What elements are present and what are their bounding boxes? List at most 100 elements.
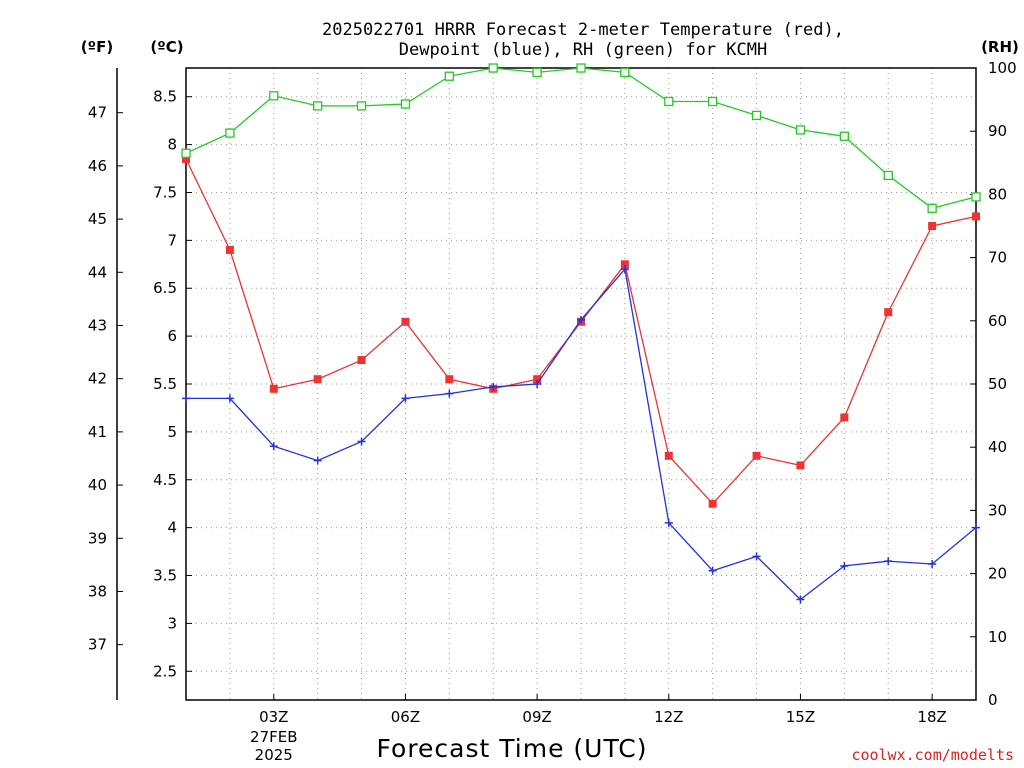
x-tick-label: 15Z [786,708,815,726]
temperature-point [972,212,980,221]
fahrenheit-tick-label: 38 [88,582,107,600]
rh-unit-label: (RH) [981,38,1019,56]
celsius-tick-label: 7.5 [153,183,177,201]
temperature-point [269,384,278,393]
fahrenheit-tick-label: 43 [88,316,107,334]
rh-point [620,67,630,78]
temperature-point [752,451,761,460]
rh-tick-label: 50 [988,375,1007,393]
celsius-tick-label: 8 [167,136,177,154]
fahrenheit-tick-label: 44 [88,263,107,281]
rh-point [664,96,674,107]
temperature-point [313,375,322,384]
rh-point [839,131,849,141]
grid [185,68,977,700]
rh-tick-label: 20 [988,565,1007,583]
axes: 2.5 3 3.5 4 4.5 5 5.5 6 6.5 7 7.5 8 8.5 37 38 39 40 41 42 4… [88,59,1017,764]
rh-point [225,128,235,138]
dewpoint-point [752,552,761,561]
x-tick-date-label: 2025 [255,746,293,764]
dewpoint-point [708,566,717,575]
rh-point [751,110,762,121]
x-tick-label: 03Z [259,708,288,726]
celsius-unit-label: (ºC) [150,38,183,56]
temperature-point [840,413,849,422]
temperature-line [185,158,977,505]
dewpoint-point [620,265,629,274]
fahrenheit-tick-label: 45 [88,210,107,228]
celsius-tick-label: 7 [167,231,177,249]
x-tick-label: 06Z [391,708,420,726]
fahrenheit-tick-label: 42 [88,370,107,388]
rh-tick-label: 90 [988,122,1007,140]
temperature-point [401,317,410,326]
dewpoint-point [533,380,542,388]
dewpoint-point [972,523,980,532]
dewpoint-point [182,394,190,403]
fahrenheit-tick-label: 39 [88,529,107,547]
celsius-tick-label: 4 [167,519,177,537]
fahrenheit-tick-label: 37 [88,636,107,654]
rh-tick-label: 60 [988,312,1007,330]
x-axis-label: Forecast Time (UTC) [377,734,648,763]
dewpoint-point [664,518,673,527]
dewpoint-point [928,560,937,569]
rh-tick-label: 0 [988,691,998,709]
fahrenheit-tick-label: 40 [88,476,107,494]
celsius-tick-label: 8.5 [153,88,177,106]
temperature-point [182,154,190,163]
celsius-tick-label: 5.5 [153,375,177,393]
temperature-point [664,451,673,460]
dewpoint-point [225,394,234,403]
rh-tick-label: 100 [988,59,1017,77]
rh-tick-label: 10 [988,628,1007,646]
rh-point [488,63,498,73]
rh-point [181,148,191,158]
dewpoint-point [401,394,410,403]
temperature-point [928,222,937,230]
rh-point [971,192,981,202]
temperature-point [357,356,366,365]
rh-point [356,101,367,111]
dewpoint-point [884,557,893,566]
temperature-point [533,375,542,384]
fahrenheit-tick-label: 46 [88,157,107,175]
dewpoint-point [313,456,322,465]
dewpoint-point [489,382,498,391]
celsius-tick-label: 3 [167,614,177,632]
x-tick-label: 18Z [917,708,946,726]
rh-point [576,63,586,73]
dewpoint-point [796,595,805,604]
rh-point [269,91,279,101]
temperature-point [445,375,454,384]
rh-tick-label: 70 [988,249,1007,267]
rh-point [708,96,718,107]
temperature-point [708,499,717,508]
x-tick-label: 09Z [522,708,551,726]
temperature-point [884,308,893,317]
celsius-tick-label: 5 [167,423,177,441]
chart-title-line-2: Dewpoint (blue), RH (green) for KCMH [399,40,767,60]
x-tick-date-label: 27FEB [250,728,297,746]
series [181,63,981,604]
rh-point [444,71,454,81]
celsius-tick-label: 4.5 [153,471,177,489]
celsius-tick-label: 3.5 [153,567,177,585]
rh-point [883,170,893,181]
rh-point [532,67,542,78]
fahrenheit-tick-label: 41 [88,423,107,441]
rh-point [927,203,937,213]
credit-text[interactable]: coolwx.com/modelts [851,746,1014,764]
dewpoint-point [445,389,454,398]
dewpoint-point [840,561,849,570]
rh-tick-label: 40 [988,438,1007,456]
dewpoint-point [577,315,585,324]
dewpoint-point [269,442,278,451]
temperature-point [225,245,234,254]
x-tick-label: 12Z [654,708,683,726]
celsius-tick-label: 6 [167,327,177,345]
chart-title-line-1: 2025022701 HRRR Forecast 2-meter Tempera… [322,20,844,40]
celsius-tick-label: 2.5 [153,662,177,680]
rh-point [400,99,411,109]
